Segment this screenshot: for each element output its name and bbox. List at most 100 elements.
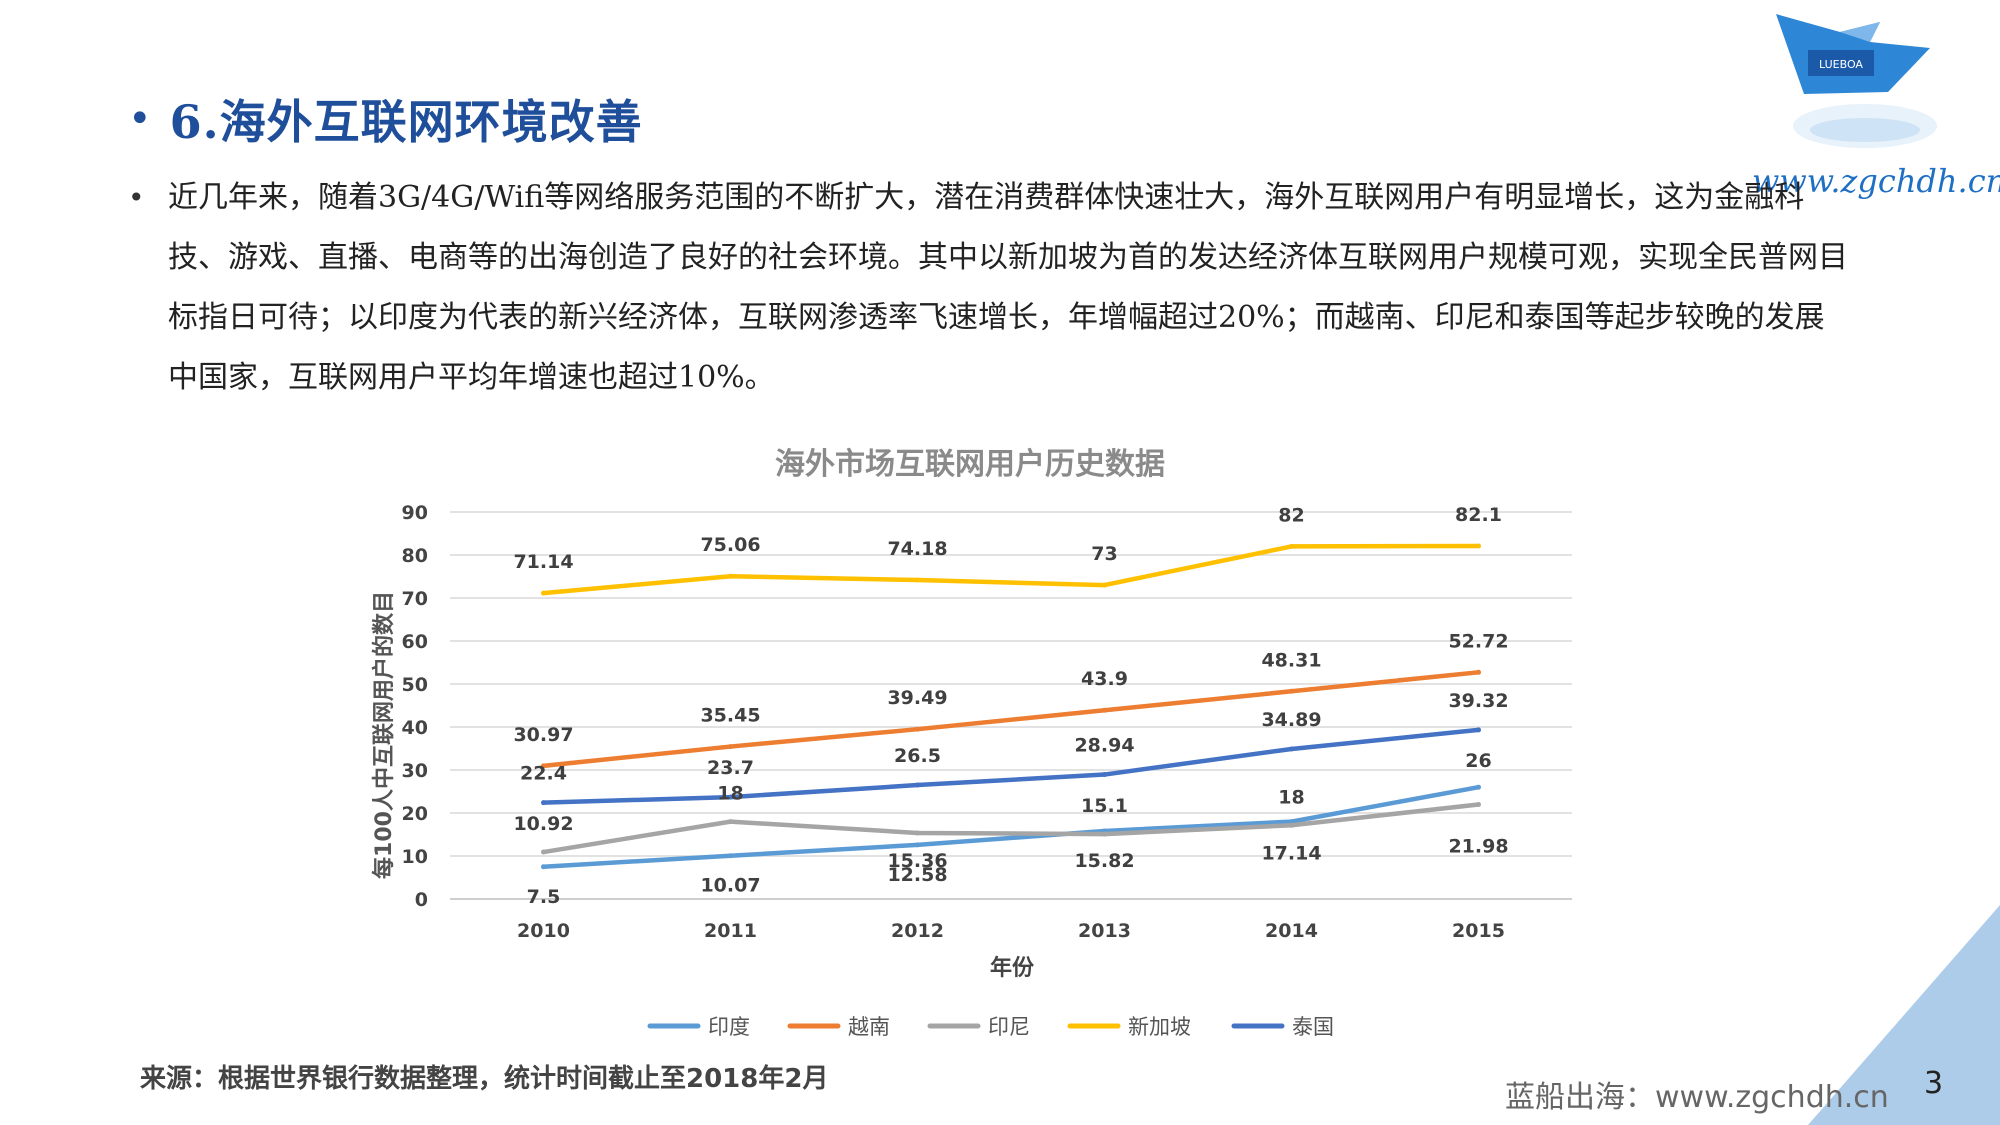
data-label: 75.06 xyxy=(700,534,760,556)
y-tick-label: 30 xyxy=(402,760,428,782)
slide-title: 6.海外互联网环境改善 xyxy=(169,95,643,149)
data-point xyxy=(1289,746,1294,752)
y-tick-label: 70 xyxy=(402,588,428,610)
data-label: 23.7 xyxy=(707,757,754,779)
data-label: 7.5 xyxy=(527,886,561,908)
data-label: 34.89 xyxy=(1261,709,1321,731)
data-point xyxy=(541,590,546,596)
chart-title: 海外市场互联网用户历史数据 xyxy=(775,447,1165,482)
x-tick-label: 2013 xyxy=(1078,920,1131,942)
data-label: 26 xyxy=(1465,750,1491,772)
chart-legend: 印度 越南 印尼 新加坡 泰国 xyxy=(647,1015,1334,1039)
x-tick-label: 2011 xyxy=(704,920,757,942)
data-point xyxy=(541,763,546,769)
data-point xyxy=(1289,543,1294,549)
data-point xyxy=(1102,707,1107,713)
data-label: 43.9 xyxy=(1081,668,1128,690)
data-label: 74.18 xyxy=(887,538,947,560)
title-bullet-icon: • xyxy=(128,96,152,142)
y-tick-label: 90 xyxy=(402,502,428,524)
data-point xyxy=(915,726,920,732)
body-paragraph: 近几年来，随着3G/4G/Wifi等网络服务范围的不断扩大，潜在消费群体快速壮大… xyxy=(168,180,1848,395)
series-line xyxy=(541,784,1481,869)
y-tick-label: 0 xyxy=(415,889,428,911)
data-point xyxy=(1476,543,1481,549)
data-point xyxy=(1476,727,1481,733)
data-label: 71.14 xyxy=(513,551,573,573)
series-line xyxy=(541,543,1481,596)
legend-label: 泰国 xyxy=(1292,1015,1334,1039)
data-label: 35.45 xyxy=(700,705,760,727)
legend-label: 新加坡 xyxy=(1128,1015,1191,1039)
slide-title-row: • 6.海外互联网环境改善 xyxy=(128,86,643,152)
series-line xyxy=(541,802,1481,855)
legend-label: 印尼 xyxy=(988,1015,1030,1039)
footer-brand: 蓝船出海：www.zgchdh.cn xyxy=(1505,1080,1889,1115)
data-point xyxy=(541,864,546,870)
data-point xyxy=(1476,784,1481,790)
logo-text: LUEBOA xyxy=(1819,58,1863,71)
source-note: 来源：根据世界银行数据整理，统计时间截止至2018年2月 xyxy=(140,1064,829,1094)
data-label: 18 xyxy=(717,783,743,805)
x-tick-label: 2012 xyxy=(891,920,944,942)
data-point xyxy=(1102,772,1107,778)
y-tick-label: 50 xyxy=(402,674,428,696)
y-tick-label: 10 xyxy=(402,846,428,868)
data-point xyxy=(1476,801,1481,807)
data-point xyxy=(728,794,733,800)
x-tick-labels: 2010 2011 2012 2013 2014 2015 xyxy=(517,920,1505,942)
y-tick-label: 20 xyxy=(402,803,428,825)
data-point xyxy=(1289,822,1294,828)
data-label: 15.1 xyxy=(1081,795,1128,817)
data-label: 82 xyxy=(1278,504,1304,526)
legend-label: 越南 xyxy=(848,1015,890,1039)
series-lines xyxy=(541,543,1481,870)
data-label: 18 xyxy=(1278,787,1304,809)
series-line xyxy=(541,727,1481,805)
data-label: 73 xyxy=(1091,543,1117,565)
data-point xyxy=(1289,819,1294,825)
data-label: 15.82 xyxy=(1074,850,1134,872)
data-label: 12.58 xyxy=(887,864,947,886)
data-point xyxy=(1102,831,1107,837)
x-tick-label: 2014 xyxy=(1265,920,1318,942)
data-label: 26.5 xyxy=(894,745,941,767)
data-label: 39.49 xyxy=(887,687,947,709)
body-bullet-icon: • xyxy=(128,181,145,214)
body-paragraph-block: • 近几年来，随着3G/4G/Wifi等网络服务范围的不断扩大，潜在消费群体快速… xyxy=(128,168,1848,408)
blueboat-logo: LUEBOA xyxy=(1776,14,1937,148)
x-tick-label: 2010 xyxy=(517,920,570,942)
data-point xyxy=(1102,582,1107,588)
data-point xyxy=(728,744,733,750)
data-point xyxy=(541,800,546,806)
data-label: 28.94 xyxy=(1074,735,1134,757)
data-label: 10.92 xyxy=(513,813,573,835)
y-tick-labels: 0 10 20 30 40 50 60 70 80 90 xyxy=(402,502,428,911)
data-label: 10.07 xyxy=(700,875,760,897)
data-point xyxy=(915,830,920,836)
watermark-url: www.zgchdh.cn xyxy=(1752,162,2000,200)
data-label: 15.36 xyxy=(887,850,947,872)
legend-label: 印度 xyxy=(708,1015,750,1039)
x-tick-label: 2015 xyxy=(1452,920,1505,942)
data-point xyxy=(915,842,920,848)
data-labels: 7.5 10.07 12.58 15.82 18 26 30.97 35.45 39.49 43.… xyxy=(513,504,1508,908)
data-point xyxy=(541,849,546,855)
data-point xyxy=(728,853,733,859)
data-label: 39.32 xyxy=(1448,690,1508,712)
y-tick-label: 80 xyxy=(402,545,428,567)
series-line xyxy=(541,670,1481,769)
data-label: 22.4 xyxy=(520,763,567,785)
data-label: 82.1 xyxy=(1455,504,1502,526)
data-point xyxy=(915,782,920,788)
y-tick-label: 60 xyxy=(402,631,428,653)
data-label: 30.97 xyxy=(513,724,573,746)
data-label: 48.31 xyxy=(1261,649,1321,671)
x-axis-title: 年份 xyxy=(990,955,1035,981)
data-label: 17.14 xyxy=(1261,842,1321,864)
data-label: 52.72 xyxy=(1448,630,1508,652)
data-point xyxy=(1289,688,1294,694)
data-label: 21.98 xyxy=(1448,835,1508,857)
